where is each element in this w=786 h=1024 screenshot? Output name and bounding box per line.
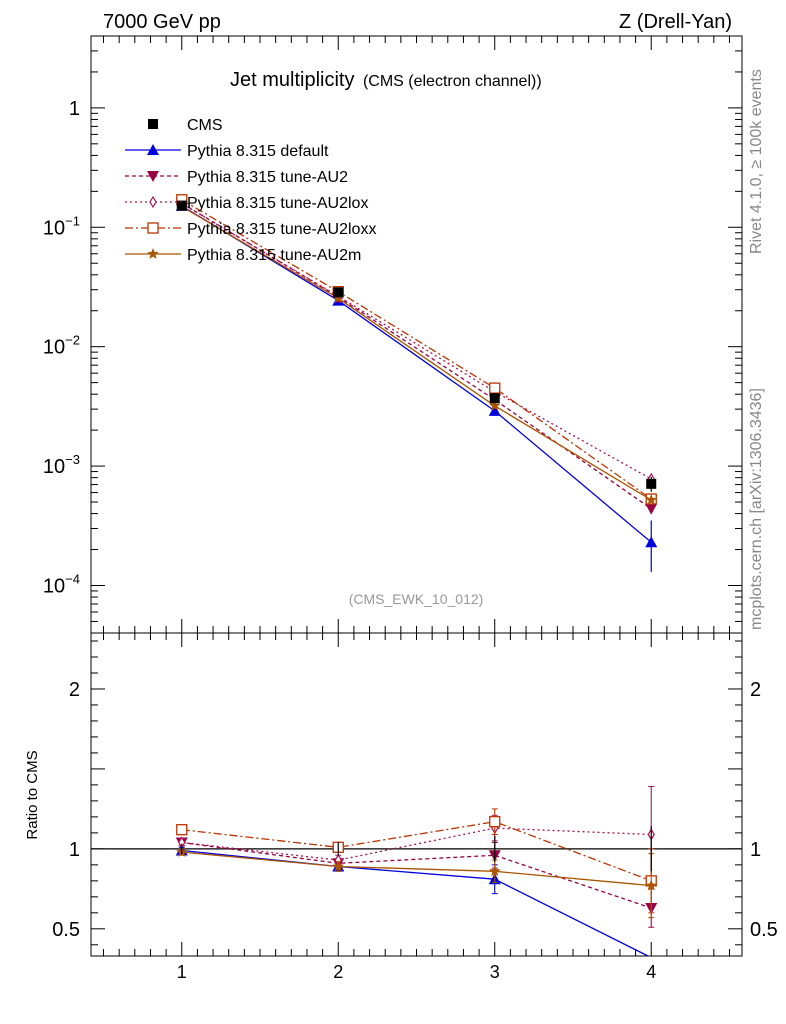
legend-marker (149, 195, 157, 209)
y-tick-label-exponent: −2 (65, 333, 80, 348)
legend-label: Pythia 8.315 tune-AU2 (187, 169, 348, 186)
main-series-point (332, 292, 344, 304)
header-right: Z (Drell-Yan) (619, 11, 732, 33)
x-tick-label: 3 (490, 962, 500, 982)
data-point (489, 393, 500, 404)
ratio-series-point (332, 860, 344, 872)
main-series-point (488, 404, 501, 416)
legend-label: Pythia 8.315 tune-AU2lox (187, 195, 368, 212)
ratio-series-point (176, 824, 188, 836)
main-series-point (645, 503, 658, 515)
x-tick-label: 4 (646, 962, 656, 982)
x-tick-label: 2 (333, 962, 343, 982)
axis-ticks (91, 35, 742, 956)
y-tick-label: 10−1 (43, 213, 80, 239)
side-text-bottom: mcplots.cern.ch [arXiv:1306.3436] (748, 388, 765, 630)
y-tick-label-exponent: −1 (65, 213, 80, 228)
ratio-ylabel: Ratio to CMS (24, 750, 41, 839)
main-series-point (489, 382, 501, 394)
main-series-line (181, 206, 652, 501)
y-tick-label-exponent: −4 (65, 571, 80, 586)
x-tick-label: 1 (177, 962, 187, 982)
header-left: 7000 GeV pp (103, 11, 221, 33)
y-tick-label: 1 (69, 98, 80, 120)
ratio-series-point (645, 879, 657, 891)
side-text-top: Rivet 4.1.0, ≥ 100k events (748, 69, 765, 254)
legend-marker (147, 248, 159, 259)
ratio-y-tick-label-left: 0.5 (52, 919, 80, 941)
legend-marker (147, 222, 159, 234)
plot-title-sub: (CMS (electron channel)) (363, 73, 542, 90)
data-point (333, 287, 344, 298)
plot-title-main: Jet multiplicity (230, 69, 354, 91)
data-point (646, 478, 657, 489)
legend-marker (147, 144, 159, 155)
ratio-plot-series (91, 786, 742, 957)
data-point (176, 200, 187, 211)
y-tick-label-exponent: −3 (65, 452, 80, 467)
ratio-panel-frame (90, 632, 743, 957)
legend-label: Pythia 8.315 default (187, 143, 329, 160)
main-series-point (489, 399, 501, 411)
legend-label: Pythia 8.315 tune-AU2loxx (187, 221, 376, 238)
ratio-y-tick-label-right: 1 (750, 839, 761, 861)
y-tick-label-base: 10 (43, 456, 65, 478)
y-tick-label-base: 10 (43, 217, 65, 239)
legend-label: Pythia 8.315 tune-AU2m (187, 247, 361, 264)
legend-marker (147, 171, 159, 182)
ratio-series-line (181, 821, 652, 882)
y-tick-label: 10−3 (43, 452, 80, 478)
legend-label-cms: CMS (187, 117, 223, 134)
ratio-y-tick-label-left: 1 (69, 839, 80, 861)
y-tick-label-base: 10 (43, 337, 65, 359)
y-tick-label-base: 10 (43, 575, 65, 597)
ratio-series-point (489, 816, 501, 828)
plot-title: Jet multiplicity (CMS (electron channel)… (230, 69, 542, 91)
ratio-series-point (489, 865, 501, 877)
main-series-line (181, 199, 652, 500)
main-series-point (645, 494, 657, 505)
main-series-line (181, 203, 652, 480)
ratio-series-line (181, 851, 652, 887)
main-series-line (181, 205, 652, 543)
ratio-y-tick-label-right: 2 (750, 679, 761, 701)
ratio-y-tick-label-left: 2 (69, 679, 80, 701)
analysis-tag: (CMS_EWK_10_012) (349, 591, 484, 607)
ratio-series-line (181, 827, 652, 861)
ratio-series-line (181, 841, 652, 909)
legend: CMS Pythia 8.315 default Pythia 8.315 tune… (125, 117, 376, 264)
y-tick-label: 10−4 (43, 571, 80, 597)
ratio-y-tick-label-right: 0.5 (750, 919, 778, 941)
legend-marker-cms (148, 119, 158, 129)
main-plot-series (175, 194, 658, 572)
y-tick-label: 10−2 (43, 333, 80, 359)
ratio-series-line (181, 849, 649, 957)
